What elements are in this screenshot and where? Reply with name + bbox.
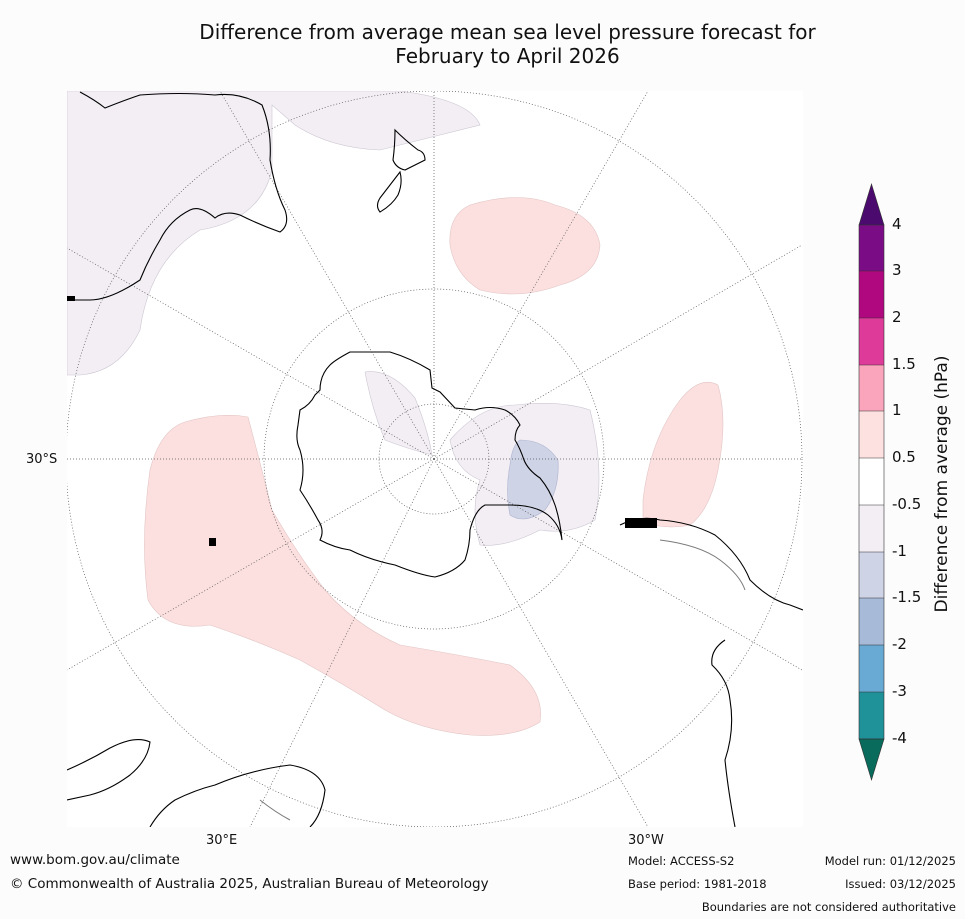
tierra-del-fuego-land xyxy=(625,518,657,528)
coastline-new-zealand-south xyxy=(376,170,402,213)
coastline-new-zealand-north xyxy=(392,128,426,171)
longitude-label-30e: 30°E xyxy=(206,833,238,848)
kerguelen-island xyxy=(209,538,216,546)
colorbar-label: Difference from average (hPa) xyxy=(932,355,952,613)
meridian-150w xyxy=(433,91,649,460)
colorbar-tick: 3 xyxy=(892,261,902,279)
positive-anomaly-region-indian-ocean xyxy=(144,415,541,736)
colorbar-segment-neutral xyxy=(859,458,884,505)
boundary-argentina-chile xyxy=(659,539,746,591)
colorbar xyxy=(858,182,885,782)
colorbar-tick: 1.5 xyxy=(892,355,916,373)
colorbar-tick: 2 xyxy=(892,308,902,326)
longitude-label-30w: 30°W xyxy=(628,833,664,848)
colorbar-segment-3-to-4 xyxy=(859,225,884,271)
latitude-label-30s: 30°S xyxy=(26,452,58,467)
coastline-madagascar xyxy=(149,764,326,827)
coastline-antarctica xyxy=(296,351,563,578)
meridian-30w xyxy=(433,458,649,827)
meridian-120w xyxy=(433,244,803,460)
negative-anomaly-region-weddell-strong xyxy=(507,439,559,520)
footer-disclaimer: Boundaries are not considered authoritat… xyxy=(701,900,956,914)
latitude-circle-60s xyxy=(263,288,605,630)
negative-anomaly-region-antarctic-east xyxy=(364,371,433,456)
graticule xyxy=(67,91,803,827)
colorbar-tick: -4 xyxy=(892,729,907,747)
footer-website: www.bom.gov.au/climate xyxy=(10,852,180,868)
colorbar-segment-0-5-to-1 xyxy=(859,411,884,458)
title-line-1: Difference from average mean sea level p… xyxy=(199,20,816,44)
colorbar-tick: -1 xyxy=(892,542,907,560)
boundary-southern-africa xyxy=(259,799,291,821)
tasmania-tip xyxy=(67,296,75,301)
coastline-south-america-east xyxy=(711,639,736,827)
colorbar-tick: 1 xyxy=(892,401,902,419)
footer-model: Model: ACCESS-S2 xyxy=(628,854,735,868)
colorbar-segment-minus-0-5-to-minus-1 xyxy=(859,505,884,552)
coastline-australia xyxy=(67,91,288,301)
colorbar-extension-low xyxy=(858,738,885,782)
anomaly-shading xyxy=(67,91,724,736)
colorbar-tick: -2 xyxy=(892,635,907,653)
footer-model-run: Model run: 01/12/2025 xyxy=(824,854,956,868)
colorbar-tick: -1.5 xyxy=(892,588,922,606)
colorbar-segment-minus-1-to-minus-1-5 xyxy=(859,552,884,598)
colorbar-tick: -0.5 xyxy=(892,495,922,513)
colorbar-segment-1-to-1-5 xyxy=(859,365,884,411)
footer-base-period: Base period: 1981-2018 xyxy=(628,877,767,891)
footer-copyright: © Commonwealth of Australia 2025, Austra… xyxy=(10,876,489,892)
colorbar-extension-high xyxy=(858,182,885,226)
colorbar-dividers xyxy=(859,270,884,693)
coastline-africa xyxy=(67,739,151,801)
footer-issued: Issued: 03/12/2025 xyxy=(845,877,956,891)
colorbar-tick: 4 xyxy=(892,215,902,233)
chart-title: Difference from average mean sea level p… xyxy=(130,20,885,68)
colorbar-outline xyxy=(858,224,885,740)
colorbar-segment-minus-1-5-to-minus-2 xyxy=(859,598,884,645)
positive-anomaly-region-south-atlantic xyxy=(642,381,724,528)
colorbar-segment-minus-2-to-minus-3 xyxy=(859,645,884,692)
colorbar-segment-1-5-to-2 xyxy=(859,318,884,365)
map-panel xyxy=(67,91,803,827)
positive-anomaly-region-new-zealand-east xyxy=(449,197,601,295)
colorbar-segment-2-to-3 xyxy=(859,271,884,318)
title-line-2: February to April 2026 xyxy=(395,44,620,68)
colorbar-tick: 0.5 xyxy=(892,448,916,466)
political-boundaries xyxy=(259,539,746,821)
colorbar-tick: -3 xyxy=(892,682,907,700)
meridian-30e xyxy=(249,458,435,827)
colorbar-segment-minus-3-to-minus-4 xyxy=(859,692,884,739)
latitude-circle-30s xyxy=(67,91,803,827)
meridian-150e xyxy=(219,91,435,460)
